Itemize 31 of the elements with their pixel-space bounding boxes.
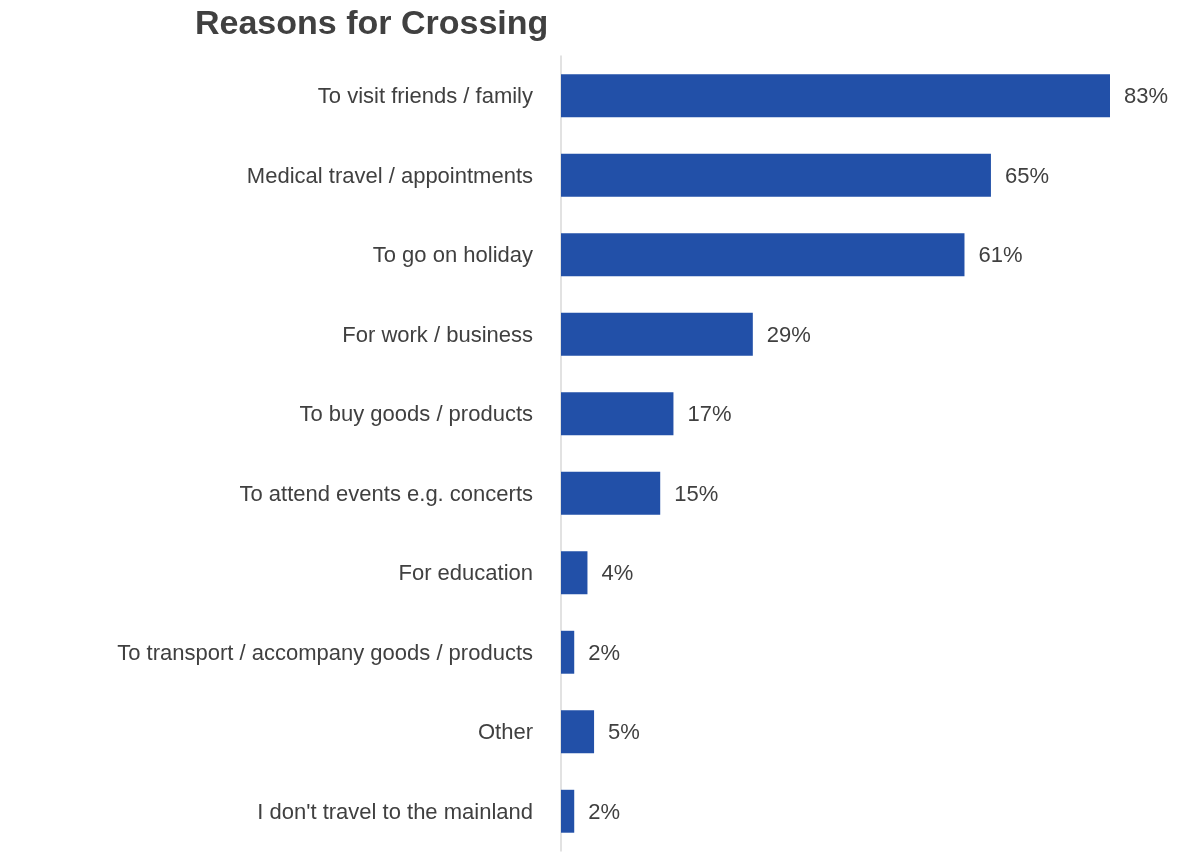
- chart-title: Reasons for Crossing: [195, 3, 549, 41]
- bar: [561, 233, 965, 277]
- data-label: 15%: [674, 480, 719, 506]
- y-tick-label: To transport / accompany goods / products: [117, 639, 533, 665]
- bar: [561, 74, 1110, 118]
- bar: [561, 789, 575, 833]
- data-label: 2%: [588, 639, 621, 665]
- bar: [561, 630, 575, 674]
- y-tick-label: For education: [398, 560, 533, 586]
- y-tick-label: Medical travel / appointments: [246, 162, 533, 188]
- data-label: 83%: [1124, 83, 1169, 109]
- y-tick-label: To go on holiday: [372, 242, 533, 268]
- data-label: 4%: [601, 560, 634, 586]
- y-tick-label: To attend events e.g. concerts: [239, 480, 533, 506]
- bar: [561, 153, 991, 197]
- data-label: 5%: [608, 719, 640, 745]
- data-label: 29%: [766, 321, 811, 347]
- y-tick-label: To buy goods / products: [299, 401, 533, 427]
- data-label: 61%: [978, 242, 1023, 268]
- y-tick-label: Other: [477, 719, 533, 745]
- bar: [561, 710, 595, 754]
- data-label: 65%: [1004, 162, 1049, 188]
- data-label: 2%: [588, 798, 621, 824]
- y-tick-label: I don't travel to the mainland: [257, 798, 533, 824]
- y-tick-label: For work / business: [342, 321, 533, 347]
- bar: [561, 471, 661, 515]
- data-label: 17%: [687, 401, 732, 427]
- bar: [561, 312, 753, 356]
- bar: [561, 551, 588, 595]
- y-tick-label: To visit friends / family: [317, 83, 533, 109]
- bar: [561, 392, 674, 436]
